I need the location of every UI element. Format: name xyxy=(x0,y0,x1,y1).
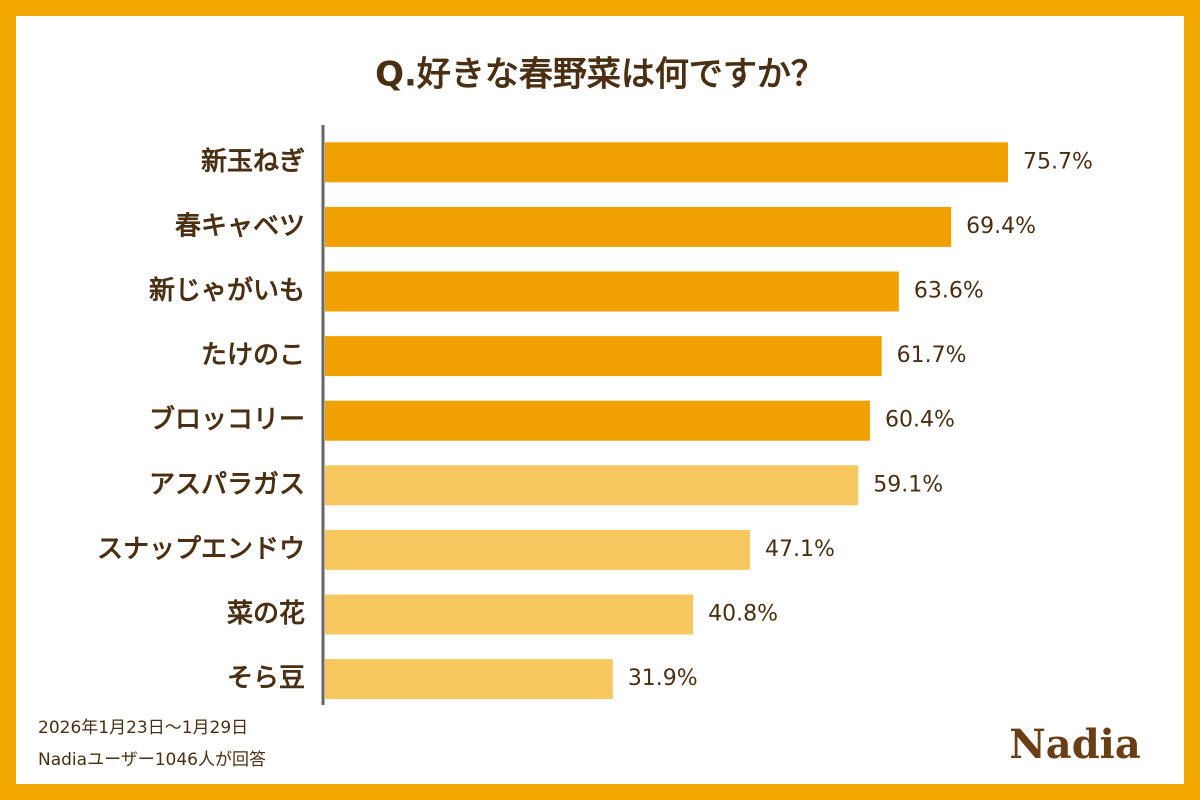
bar xyxy=(325,206,952,247)
value-label: 60.4% xyxy=(885,408,955,433)
category-label: 菜の花 xyxy=(226,599,305,629)
brand-logo: Nadia xyxy=(1009,721,1141,768)
category-label: 春キャベツ xyxy=(175,211,305,241)
value-label: 69.4% xyxy=(966,214,1036,239)
bar xyxy=(325,659,613,700)
category-label: ブロッコリー xyxy=(149,404,305,435)
value-label: 75.7% xyxy=(1023,149,1093,174)
category-label: たけのこ xyxy=(201,341,305,371)
category-label: 新玉ねぎ xyxy=(201,146,305,177)
bar xyxy=(325,529,750,570)
bar xyxy=(325,271,899,312)
bar xyxy=(325,142,1008,183)
chart-title: Q.好きな春野菜は何ですか？ xyxy=(375,55,825,95)
value-label: 47.1% xyxy=(765,537,835,562)
category-label: 新じゃがいも xyxy=(149,275,305,306)
bar xyxy=(325,336,882,377)
category-label: そら豆 xyxy=(227,664,305,694)
category-label: スナップエンドウ xyxy=(97,534,305,564)
bar xyxy=(325,594,694,635)
value-label: 59.1% xyxy=(873,472,943,497)
bar xyxy=(325,465,859,506)
value-label: 63.6% xyxy=(914,279,984,304)
category-label: アスパラガス xyxy=(149,470,305,500)
bar xyxy=(325,400,870,441)
note: 2026年1月23日～1月29日 xyxy=(38,718,248,738)
note: Nadiaユーザー1046人が回答 xyxy=(38,750,266,770)
value-label: 31.9% xyxy=(628,666,698,691)
value-label: 61.7% xyxy=(897,343,967,368)
value-label: 40.8% xyxy=(708,602,778,627)
